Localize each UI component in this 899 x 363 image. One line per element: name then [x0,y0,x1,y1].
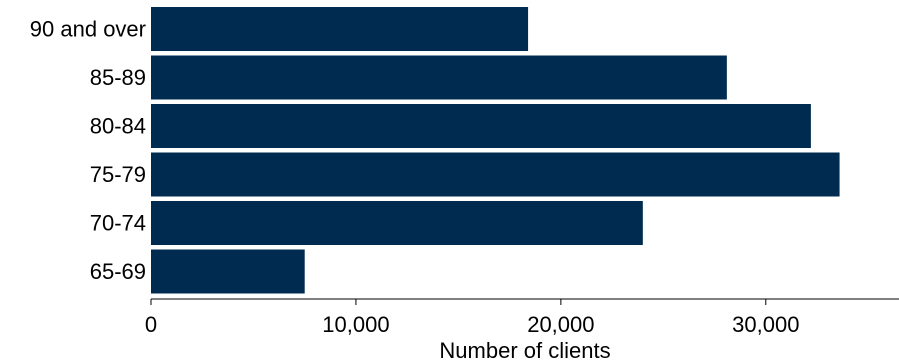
bars-group [151,7,840,294]
y-tick-label: 85-89 [90,65,146,90]
x-ticks: 0 10,000 20,000 30,000 [145,299,799,337]
x-tick-label: 30,000 [732,312,799,337]
bar-75-79 [151,152,840,197]
x-axis-title: Number of clients [439,338,610,363]
y-tick-label: 70-74 [90,211,146,236]
x-tick-label: 0 [145,312,157,337]
y-tick-label: 75-79 [90,162,146,187]
y-tick-label: 80-84 [90,114,146,139]
y-tick-label: 65-69 [90,259,146,284]
bar-80-84 [151,104,811,148]
bar-85-89 [151,55,727,100]
y-tick-label: 90 and over [30,17,146,42]
bar-70-74 [151,201,643,245]
bar-65-69 [151,249,305,294]
x-tick-label: 10,000 [322,312,389,337]
y-tick-labels: 90 and over 85-89 80-84 75-79 70-74 65-69 [30,17,146,285]
x-tick-label: 20,000 [527,312,594,337]
bar-90-and-over [151,7,529,51]
